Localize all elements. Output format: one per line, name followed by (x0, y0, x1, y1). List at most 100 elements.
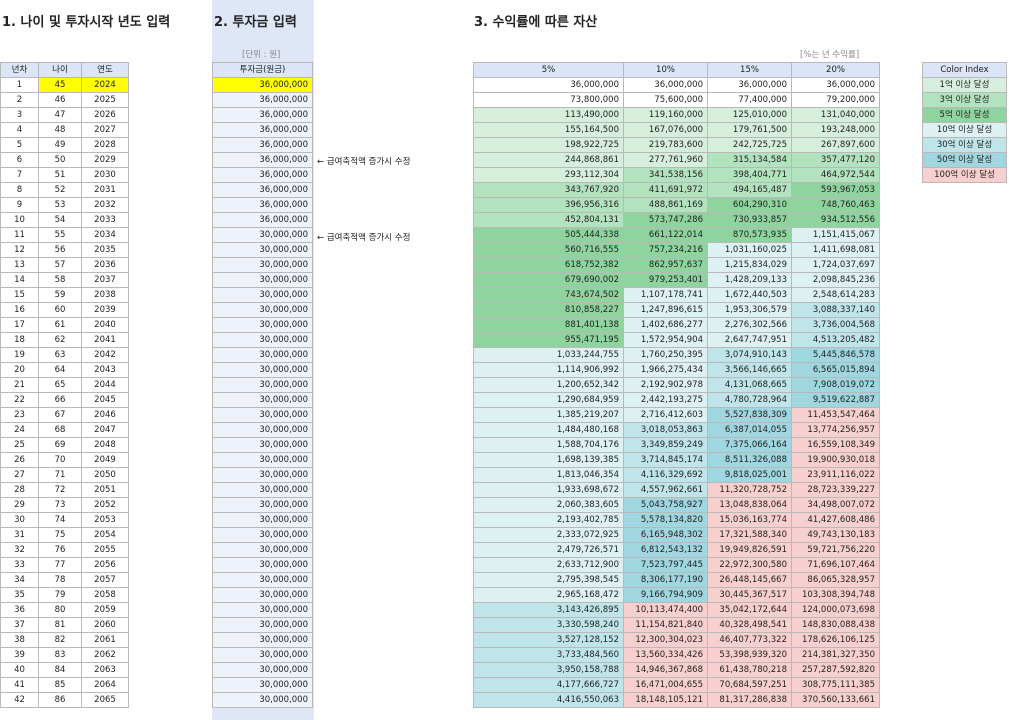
investment-cell[interactable]: 36,000,000 (212, 167, 313, 183)
year-index-cell[interactable]: 30 (0, 512, 39, 528)
age-cell[interactable]: 50 (38, 152, 82, 168)
age-cell[interactable]: 68 (38, 422, 82, 438)
rate-15-cell[interactable]: 53,398,939,320 (707, 647, 792, 663)
rate-10-cell[interactable]: 10,113,474,400 (623, 602, 708, 618)
age-cell[interactable]: 81 (38, 617, 82, 633)
rate-10-cell[interactable]: 862,957,637 (623, 257, 708, 273)
year-cell[interactable]: 2051 (81, 482, 129, 498)
age-cell[interactable]: 57 (38, 257, 82, 273)
rate-10-cell[interactable]: 9,166,794,909 (623, 587, 708, 603)
rate-5-cell[interactable]: 1,933,698,672 (473, 482, 624, 498)
age-cell[interactable]: 82 (38, 632, 82, 648)
rate-15-cell[interactable]: 11,320,728,752 (707, 482, 792, 498)
investment-cell[interactable]: 30,000,000 (212, 542, 313, 558)
rate-10-cell[interactable]: 7,523,797,445 (623, 557, 708, 573)
rate-15-cell[interactable]: 4,780,728,964 (707, 392, 792, 408)
legend-item[interactable]: 3억 이상 달성 (922, 92, 1007, 108)
year-cell[interactable]: 2046 (81, 407, 129, 423)
year-index-cell[interactable]: 33 (0, 557, 39, 573)
rate-5-cell[interactable]: 198,922,725 (473, 137, 624, 153)
rate-5-cell[interactable]: 1,200,652,342 (473, 377, 624, 393)
age-cell[interactable]: 84 (38, 662, 82, 678)
rate-20-cell[interactable]: 7,908,019,072 (791, 377, 880, 393)
rate-5-cell[interactable]: 1,484,480,168 (473, 422, 624, 438)
rate-15-cell[interactable]: 1,953,306,579 (707, 302, 792, 318)
rate-15-cell[interactable]: 17,321,588,340 (707, 527, 792, 543)
year-cell[interactable]: 2050 (81, 467, 129, 483)
rate-15-cell[interactable]: 1,215,834,029 (707, 257, 792, 273)
legend-item[interactable]: 1억 이상 달성 (922, 77, 1007, 93)
year-cell[interactable]: 2026 (81, 107, 129, 123)
rate-10-cell[interactable]: 3,018,053,863 (623, 422, 708, 438)
rate-10-cell[interactable]: 13,560,334,426 (623, 647, 708, 663)
rate-10-cell[interactable]: 5,578,134,820 (623, 512, 708, 528)
age-cell[interactable]: 58 (38, 272, 82, 288)
age-cell[interactable]: 80 (38, 602, 82, 618)
year-index-cell[interactable]: 12 (0, 242, 39, 258)
rate-20-cell[interactable]: 59,721,756,220 (791, 542, 880, 558)
rate-15-cell[interactable]: 46,407,773,322 (707, 632, 792, 648)
rate-15-cell[interactable]: 9,818,025,001 (707, 467, 792, 483)
rate-5-cell[interactable]: 743,674,502 (473, 287, 624, 303)
rate-5-cell[interactable]: 618,752,382 (473, 257, 624, 273)
investment-cell[interactable]: 30,000,000 (212, 377, 313, 393)
year-cell[interactable]: 2052 (81, 497, 129, 513)
rate-15-cell[interactable]: 61,438,780,218 (707, 662, 792, 678)
legend-item[interactable]: 5억 이상 달성 (922, 107, 1007, 123)
investment-cell[interactable]: 36,000,000 (212, 92, 313, 108)
legend-item[interactable]: 30억 이상 달성 (922, 137, 1007, 153)
rate-20-cell[interactable]: 934,512,556 (791, 212, 880, 228)
rate-20-cell[interactable]: 370,560,133,661 (791, 692, 880, 708)
rate-15-cell[interactable]: 730,933,857 (707, 212, 792, 228)
age-cell[interactable]: 67 (38, 407, 82, 423)
rate-20-cell[interactable]: 16,559,108,349 (791, 437, 880, 453)
year-index-cell[interactable]: 15 (0, 287, 39, 303)
year-cell[interactable]: 2048 (81, 437, 129, 453)
rate-20-cell[interactable]: 257,287,592,820 (791, 662, 880, 678)
rate-10-cell[interactable]: 12,300,304,023 (623, 632, 708, 648)
investment-cell[interactable]: 36,000,000 (212, 182, 313, 198)
age-cell[interactable]: 86 (38, 692, 82, 708)
rate-15-cell[interactable]: 398,404,771 (707, 167, 792, 183)
rate-5-cell[interactable]: 505,444,338 (473, 227, 624, 243)
age-cell[interactable]: 73 (38, 497, 82, 513)
rate-5-cell[interactable]: 1,588,704,176 (473, 437, 624, 453)
rate-5-cell[interactable]: 343,767,920 (473, 182, 624, 198)
year-cell[interactable]: 2065 (81, 692, 129, 708)
rate-15-cell[interactable]: 30,445,367,517 (707, 587, 792, 603)
rate-15-cell[interactable]: 4,131,068,665 (707, 377, 792, 393)
legend-item[interactable]: 100억 이상 달성 (922, 167, 1007, 183)
rate-5-cell[interactable]: 452,804,131 (473, 212, 624, 228)
rate-5-cell[interactable]: 3,950,158,788 (473, 662, 624, 678)
investment-cell[interactable]: 36,000,000 (212, 197, 313, 213)
year-index-cell[interactable]: 21 (0, 377, 39, 393)
rate-10-cell[interactable]: 6,165,948,302 (623, 527, 708, 543)
investment-cell[interactable]: 30,000,000 (212, 302, 313, 318)
year-cell[interactable]: 2062 (81, 647, 129, 663)
rate-10-cell[interactable]: 2,716,412,603 (623, 407, 708, 423)
year-index-cell[interactable]: 28 (0, 482, 39, 498)
age-cell[interactable]: 59 (38, 287, 82, 303)
year-cell[interactable]: 2057 (81, 572, 129, 588)
investment-cell[interactable]: 30,000,000 (212, 392, 313, 408)
rate-10-cell[interactable]: 4,116,329,692 (623, 467, 708, 483)
rate-15-cell[interactable]: 1,428,209,133 (707, 272, 792, 288)
rate-5-cell[interactable]: 244,868,861 (473, 152, 624, 168)
rate-20-cell[interactable]: 1,724,037,697 (791, 257, 880, 273)
rate-20-cell[interactable]: 41,427,608,486 (791, 512, 880, 528)
rate-20-cell[interactable]: 49,743,130,183 (791, 527, 880, 543)
rate-5-cell[interactable]: 2,965,168,472 (473, 587, 624, 603)
age-cell[interactable]: 45 (38, 77, 82, 93)
rate-5-cell[interactable]: 2,193,402,785 (473, 512, 624, 528)
rate-15-cell[interactable]: 77,400,000 (707, 92, 792, 108)
rate-5-cell[interactable]: 3,143,426,895 (473, 602, 624, 618)
year-index-cell[interactable]: 37 (0, 617, 39, 633)
rate-20-cell[interactable]: 2,548,614,283 (791, 287, 880, 303)
year-cell[interactable]: 2034 (81, 227, 129, 243)
rate-10-cell[interactable]: 1,572,954,904 (623, 332, 708, 348)
rate-20-cell[interactable]: 2,098,845,236 (791, 272, 880, 288)
rate-15-cell[interactable]: 1,672,440,503 (707, 287, 792, 303)
investment-cell[interactable]: 36,000,000 (212, 107, 313, 123)
investment-cell[interactable]: 30,000,000 (212, 512, 313, 528)
year-index-cell[interactable]: 40 (0, 662, 39, 678)
